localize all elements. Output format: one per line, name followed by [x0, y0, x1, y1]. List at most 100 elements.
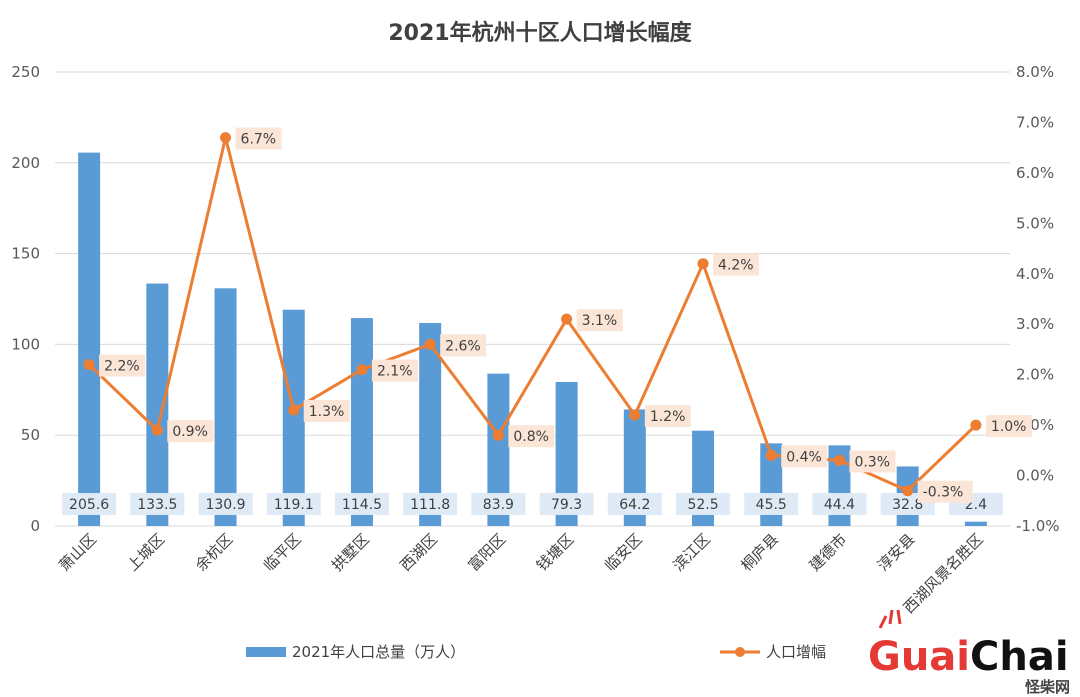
line-label-text: 0.9%	[172, 424, 208, 440]
bar-data-labels: 205.6 133.5 130.9 119.1 114.5 111.8 83.9 79.3 64…	[62, 493, 1003, 515]
line-marker	[765, 449, 777, 461]
line-value-label: 0.3%	[849, 450, 896, 473]
bar-label-bg	[539, 493, 594, 515]
bar	[282, 309, 305, 526]
legend-bar-label: 2021年人口总量（万人）	[292, 643, 465, 661]
bar	[419, 322, 442, 526]
line-label-bg	[508, 425, 555, 448]
line-label-text: 1.0%	[991, 419, 1027, 435]
line-marker	[220, 132, 232, 144]
bar	[214, 288, 237, 526]
right-axis: -1.0%0.0%1.0%2.0%3.0%4.0%5.0%6.0%7.0%8.0…	[1016, 63, 1060, 535]
right-tick-label: 4.0%	[1016, 265, 1054, 283]
right-tick-label: 3.0%	[1016, 315, 1054, 333]
line-marker	[492, 429, 504, 441]
category-label: 萧山区	[55, 530, 100, 575]
line-marker	[561, 313, 573, 325]
bar-value-label: 133.5	[130, 493, 185, 515]
line-label-text: 2.1%	[377, 364, 413, 380]
bar-label-bg	[198, 493, 253, 515]
line-label-text: 2.2%	[104, 359, 140, 375]
right-tick-label: 5.0%	[1016, 214, 1054, 232]
bar-label-bg	[62, 493, 117, 515]
bar-label-text: 79.3	[551, 497, 582, 513]
gridlines	[55, 71, 1010, 527]
bar	[146, 283, 169, 526]
line-marker	[629, 409, 641, 421]
line-label-text: 4.2%	[718, 258, 754, 274]
line-value-label: 1.3%	[303, 399, 350, 422]
logo-text: GuaiChai	[868, 634, 1069, 680]
line-label-bg	[167, 420, 214, 443]
line-data-labels: 2.2% 0.9% 6.7% 1.3% 2.1% 2.6% 0.8% 3.1% 1.2% 4.2%…	[99, 127, 1032, 503]
line-label-text: 6.7%	[241, 132, 277, 148]
line-series	[83, 132, 982, 497]
category-label: 建德市	[806, 530, 851, 575]
category-label: 富阳区	[465, 530, 510, 575]
legend-line-marker	[735, 647, 745, 657]
category-label: 淳安县	[874, 530, 919, 575]
left-tick-label: 50	[21, 426, 40, 444]
line-marker	[288, 404, 300, 416]
left-tick-label: 0	[30, 517, 40, 535]
line-label-bg	[781, 445, 828, 468]
line-marker	[902, 485, 914, 497]
line-label-text: 0.3%	[854, 454, 890, 470]
line-label-bg	[235, 127, 282, 150]
line-marker	[970, 419, 982, 431]
bar-label-text: 133.5	[137, 497, 177, 513]
bar-label-bg	[812, 493, 867, 515]
bar-label-text: 83.9	[483, 497, 514, 513]
bar-label-text: 64.2	[619, 497, 650, 513]
line-value-label: 6.7%	[235, 127, 282, 150]
left-tick-label: 100	[11, 335, 40, 353]
line-marker	[697, 258, 709, 270]
line-value-label: -0.3%	[917, 480, 973, 503]
bar-value-label: 44.4	[812, 493, 867, 515]
bar-value-label: 79.3	[539, 493, 594, 515]
left-tick-label: 250	[11, 63, 40, 81]
bar-value-label: 205.6	[62, 493, 117, 515]
line-label-text: 2.6%	[445, 338, 481, 354]
line-label-text: 1.3%	[309, 404, 345, 420]
line-label-text: 3.1%	[582, 313, 618, 329]
chart-title: 2021年杭州十区人口增长幅度	[388, 20, 692, 46]
bar-label-bg	[334, 493, 389, 515]
line-label-text: 0.8%	[513, 429, 549, 445]
category-label: 上城区	[124, 530, 169, 575]
category-label: 临安区	[601, 530, 646, 575]
line-label-bg	[303, 399, 350, 422]
line-label-bg	[917, 480, 973, 503]
category-label: 西湖区	[396, 530, 441, 575]
line-value-label: 1.0%	[985, 415, 1032, 438]
bar	[78, 152, 101, 526]
line-label-bg	[985, 415, 1032, 438]
line-value-label: 0.8%	[508, 425, 555, 448]
bar-value-label: 130.9	[198, 493, 253, 515]
line-label-bg	[644, 405, 691, 428]
bar	[964, 521, 987, 526]
line-value-label: 2.2%	[99, 354, 146, 377]
bar-label-bg	[676, 493, 731, 515]
line-value-label: 2.1%	[371, 359, 418, 382]
line-value-label: 1.2%	[644, 405, 691, 428]
line-path	[88, 136, 977, 493]
category-label: 拱墅区	[328, 530, 373, 575]
line-value-label: 3.1%	[576, 309, 623, 332]
bar-label-text: 44.4	[824, 497, 855, 513]
line-label-bg	[576, 309, 623, 332]
bar-label-text: 32.8	[892, 497, 923, 513]
logo-flame-icon	[878, 609, 902, 629]
bar-label-text: 119.1	[274, 497, 314, 513]
bar	[487, 373, 510, 526]
line-marker	[356, 364, 368, 376]
line-marker	[151, 424, 163, 436]
logo-subtext: 怪柴网	[1025, 678, 1070, 696]
line-label-bg	[849, 450, 896, 473]
line-marker	[833, 454, 845, 466]
bar-label-bg	[130, 493, 185, 515]
bar-value-label: 111.8	[403, 493, 458, 515]
category-axis: 萧山区 上城区 余杭区 临平区 拱墅区 西湖区 富阳区 钱塘区 临安区 滨江区 桐庐县 建德市 淳安县西…	[55, 530, 986, 617]
line-marker	[424, 338, 436, 350]
